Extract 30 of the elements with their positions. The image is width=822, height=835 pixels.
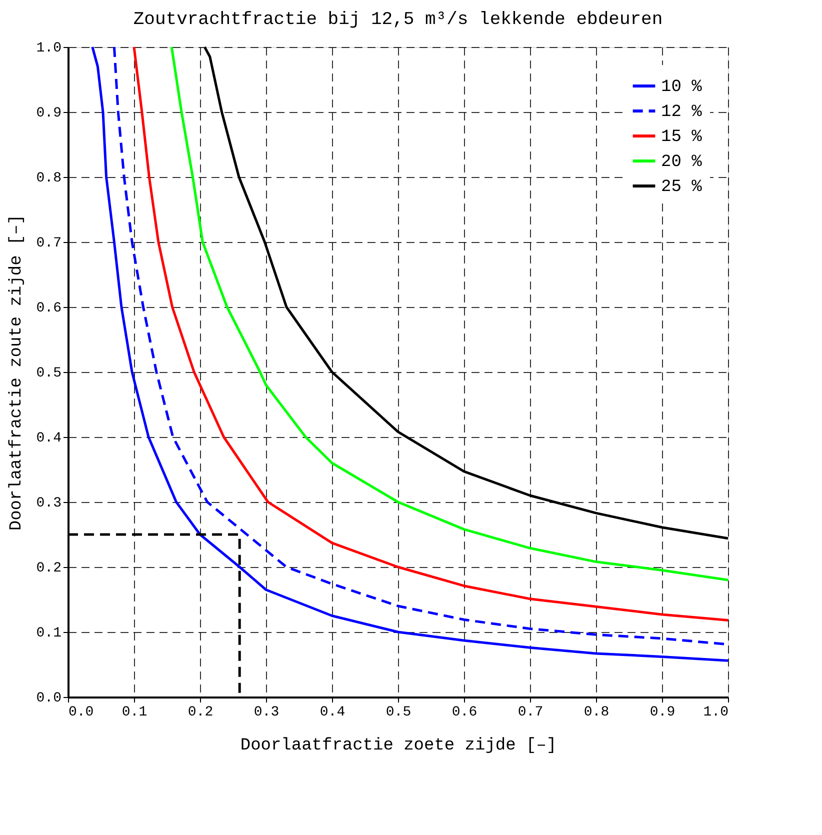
legend-label: 10 % <box>661 78 703 97</box>
legend-label: 12 % <box>661 103 703 122</box>
y-tick-label: 0.7 <box>36 236 62 252</box>
chart-title: Zoutvrachtfractie bij 12,5 m³/s lekkende ebdeuren <box>133 10 663 30</box>
y-tick-label: 0.5 <box>36 366 62 382</box>
y-tick-label: 0.6 <box>36 300 62 316</box>
y-tick-label: 0.9 <box>36 106 62 122</box>
y-tick-label: 1.0 <box>36 40 62 56</box>
legend-label: 25 % <box>661 178 703 197</box>
x-tick-label: 0.9 <box>650 704 676 720</box>
y-tick-label: 0.0 <box>36 690 62 706</box>
y-axis-title: Doorlaatfractie zoute zijde [–] <box>7 214 26 531</box>
x-tick-label: 0.1 <box>122 704 148 720</box>
legend-label: 15 % <box>661 128 703 147</box>
y-tick-label: 0.1 <box>36 626 62 642</box>
x-tick-label: 0.5 <box>386 704 412 720</box>
x-tick-label: 0.2 <box>188 704 214 720</box>
x-axis-title: Doorlaatfractie zoete zijde [–] <box>240 736 557 756</box>
x-tick-label: 0.4 <box>320 704 346 720</box>
x-tick-label: 0.0 <box>68 704 94 720</box>
x-tick-label: 1.0 <box>703 704 728 720</box>
y-tick-label: 0.2 <box>36 560 62 576</box>
x-tick-label: 0.7 <box>518 704 544 720</box>
x-tick-label: 0.6 <box>452 704 478 720</box>
x-tick-label: 0.8 <box>584 704 610 720</box>
x-tick-label: 0.3 <box>254 704 280 720</box>
y-tick-label: 0.8 <box>36 170 62 186</box>
y-tick-label: 0.3 <box>36 496 62 512</box>
legend-label: 20 % <box>661 153 703 172</box>
y-tick-label: 0.4 <box>36 430 62 446</box>
